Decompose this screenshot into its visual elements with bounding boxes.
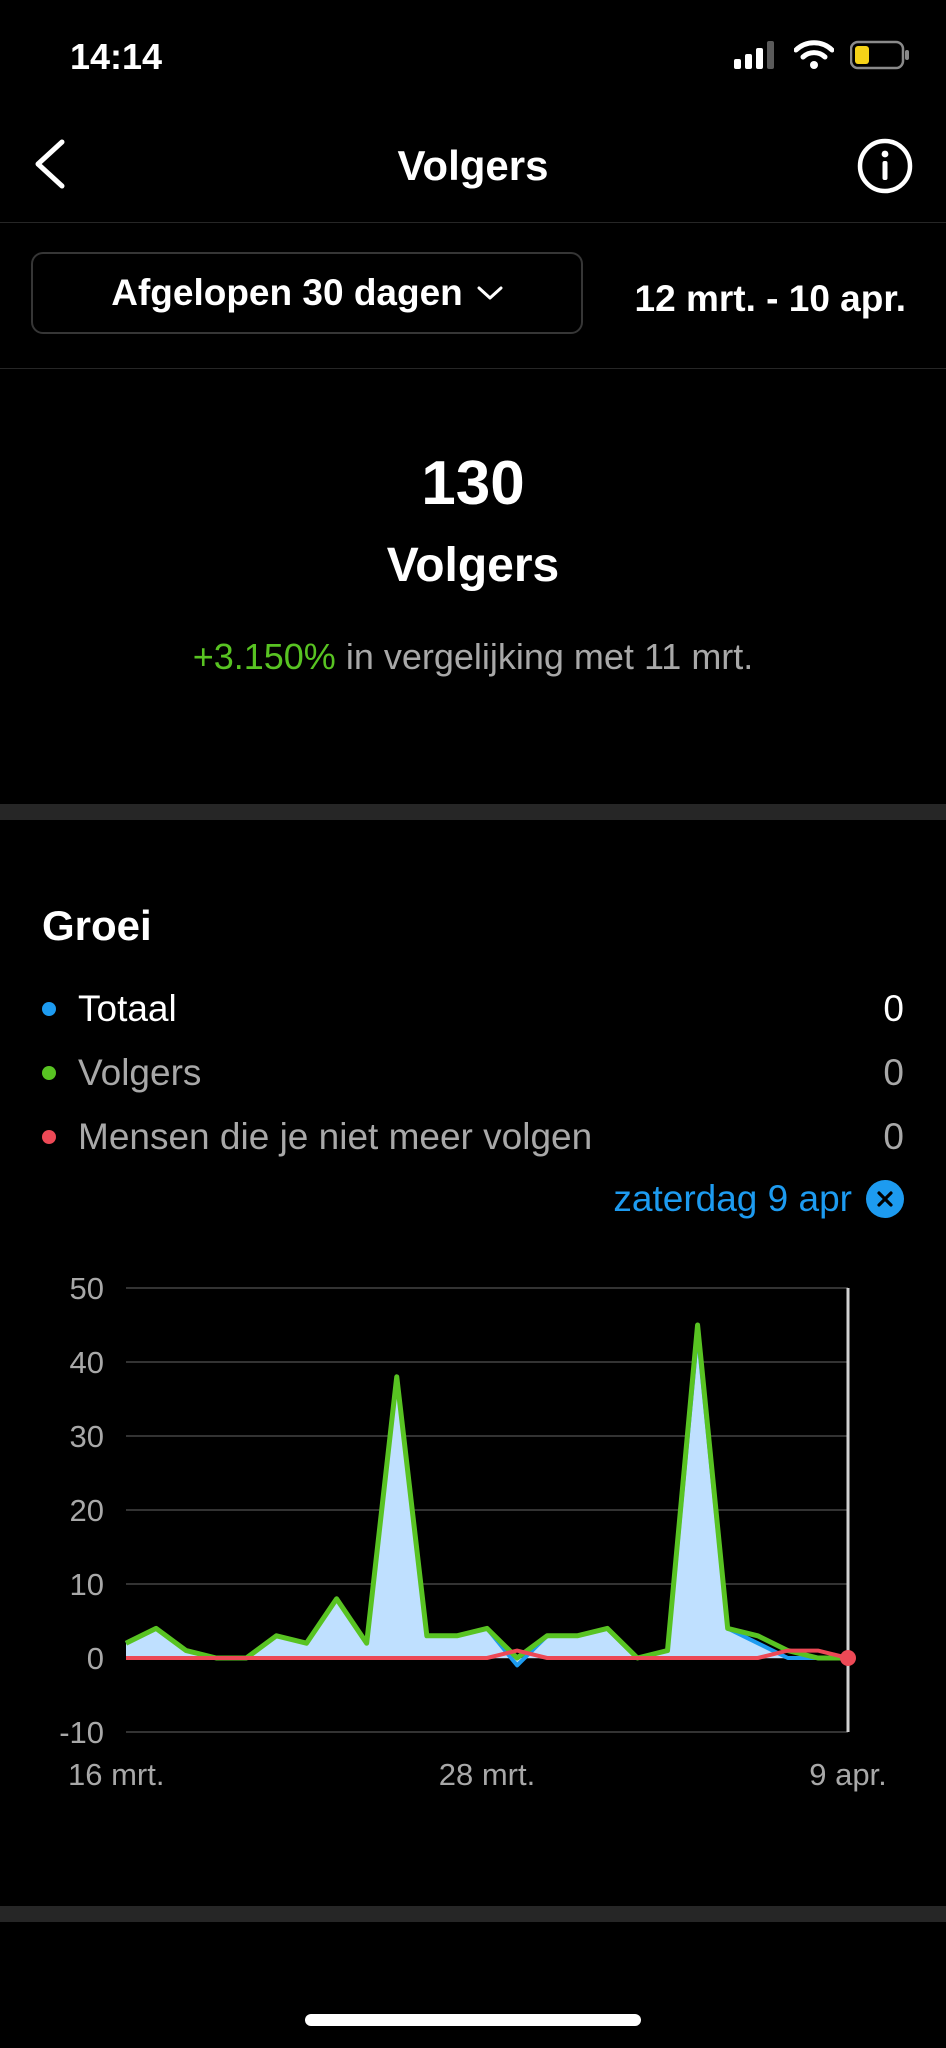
comparison-description: in vergelijking met 11 mrt. — [335, 636, 754, 677]
section-divider-bottom — [0, 1906, 946, 1922]
clear-selection-icon[interactable] — [866, 1180, 904, 1218]
legend-dot-volgers — [42, 1066, 56, 1080]
selection-marker — [840, 1650, 856, 1666]
y-tick-label: 0 — [87, 1641, 104, 1676]
info-icon[interactable] — [856, 137, 914, 195]
followers-label: Volgers — [386, 539, 560, 592]
x-tick-label: 9 apr. — [809, 1757, 887, 1792]
legend-label: Totaal — [78, 988, 177, 1029]
legend-row-unfollows: Mensen die je niet meer volgen 0 — [42, 1112, 904, 1162]
y-tick-label: 50 — [70, 1271, 104, 1306]
unfollows-line — [126, 1648, 849, 1660]
followers-summary: 130 Volgers +3.150% in vergelijking met … — [0, 368, 946, 804]
volgers-line — [124, 1322, 848, 1661]
y-tick-label: 20 — [70, 1493, 104, 1528]
x-tick-label: 28 mrt. — [439, 1757, 535, 1792]
change-percentage: +3.150% — [192, 636, 336, 677]
navigation-bar: Volgers — [0, 110, 946, 223]
comparison-text: +3.150% in vergelijking met 11 mrt. — [0, 636, 946, 678]
chevron-down-icon — [477, 286, 503, 300]
date-range-text: 12 mrt. - 10 apr. — [634, 278, 906, 319]
y-tick-label: -10 — [59, 1715, 104, 1750]
status-time: 14:14 — [70, 36, 163, 77]
date-range-dropdown-label: Afgelopen 30 dagen — [111, 272, 463, 313]
wifi-icon — [794, 40, 834, 69]
totaal-area — [126, 1332, 848, 1666]
section-divider — [0, 804, 946, 820]
growth-title: Groei — [42, 902, 152, 949]
legend-value: 0 — [883, 1052, 904, 1093]
legend-dot-unfollows — [42, 1130, 56, 1144]
growth-chart[interactable]: 50 40 30 20 10 0 -10 16 mrt. 28 mrt. 9 apr. — [0, 1250, 946, 1810]
x-tick-label: 16 mrt. — [68, 1757, 164, 1792]
back-arrow-icon[interactable] — [28, 134, 88, 194]
legend-label: Mensen die je niet meer volgen — [78, 1116, 593, 1157]
legend-row-volgers: Volgers 0 — [42, 1048, 904, 1098]
status-bar: 14:14 — [0, 0, 946, 110]
status-icons — [734, 40, 910, 70]
y-tick-label: 30 — [70, 1419, 104, 1454]
signal-icon — [734, 41, 774, 69]
legend-dot-totaal — [42, 1002, 56, 1016]
date-range-dropdown[interactable]: Afgelopen 30 dagen — [31, 252, 583, 334]
legend-label: Volgers — [78, 1052, 202, 1093]
followers-count: 130 — [421, 449, 525, 518]
battery-icon — [850, 40, 909, 70]
home-indicator — [305, 2014, 641, 2026]
legend-value: 0 — [883, 1116, 904, 1157]
selected-date-label: zaterdag 9 apr — [613, 1178, 852, 1219]
y-tick-label: 40 — [70, 1345, 104, 1380]
totaal-line — [125, 1330, 848, 1668]
y-tick-label: 10 — [70, 1567, 104, 1602]
legend-row-totaal: Totaal 0 — [42, 984, 904, 1034]
legend-value: 0 — [883, 988, 904, 1029]
page-title: Volgers — [397, 142, 549, 189]
filter-row: Afgelopen 30 dagen 12 mrt. - 10 apr. — [0, 222, 946, 369]
selected-date[interactable]: zaterdag 9 apr — [613, 1178, 904, 1220]
